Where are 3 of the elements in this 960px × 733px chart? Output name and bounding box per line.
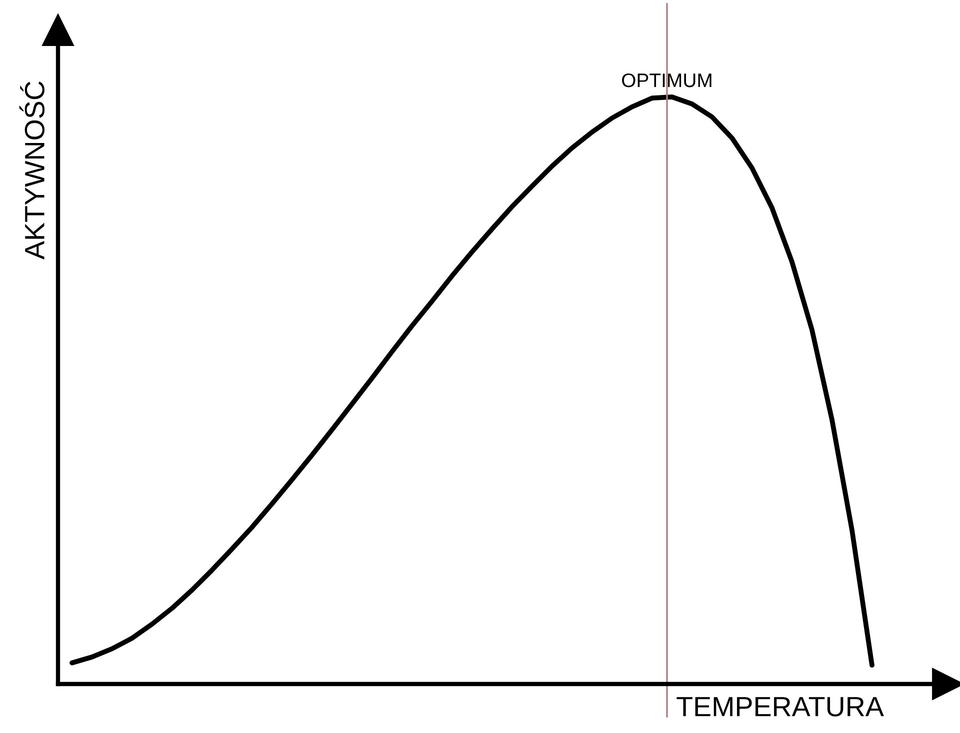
y-axis-title: AKTYWNOŚĆ [19, 82, 45, 260]
text: OPTIMUM [622, 73, 712, 88]
x-axis-title: TEMPERATURA [676, 697, 884, 716]
